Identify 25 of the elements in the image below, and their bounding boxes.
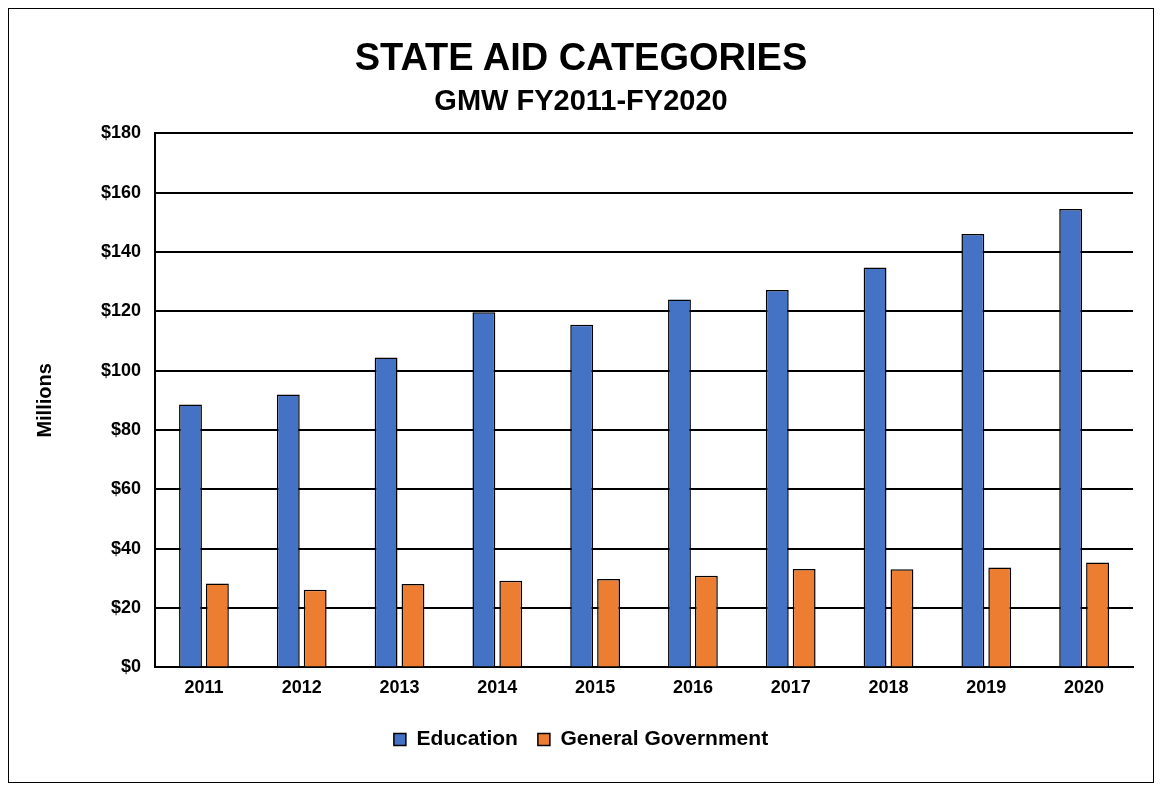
y-tick-label: $120 (101, 300, 142, 321)
y-tick-label: $180 (101, 122, 142, 143)
y-tick-label: $0 (121, 656, 142, 677)
y-tick-label: $60 (111, 478, 142, 499)
chart-title: STATE AID CATEGORIES (354, 36, 808, 79)
x-tick-label: 2014 (477, 677, 518, 698)
x-tick-label: 2019 (966, 677, 1007, 698)
y-tick-label: $40 (111, 537, 142, 558)
x-tick-label: 2018 (868, 677, 909, 698)
y-tick-label: $160 (101, 181, 142, 202)
chart-subtitle: GMW FY2011-FY2020 (434, 84, 728, 116)
x-tick-label: 2013 (379, 677, 420, 698)
y-axis-title: Millions (32, 363, 55, 438)
legend-label: General Government (560, 726, 769, 750)
x-tick-label: 2015 (575, 677, 616, 698)
x-tick-label: 2011 (184, 677, 224, 698)
x-tick-label: 2017 (770, 677, 811, 698)
y-tick-label: $80 (111, 419, 142, 440)
legend-label: Education (416, 726, 518, 750)
y-tick-label: $100 (101, 359, 142, 380)
x-tick-label: 2020 (1064, 677, 1105, 698)
y-tick-label: $20 (111, 597, 142, 618)
x-tick-label: 2012 (281, 677, 322, 698)
x-tick-label: 2016 (672, 677, 713, 698)
y-tick-label: $140 (101, 241, 142, 262)
